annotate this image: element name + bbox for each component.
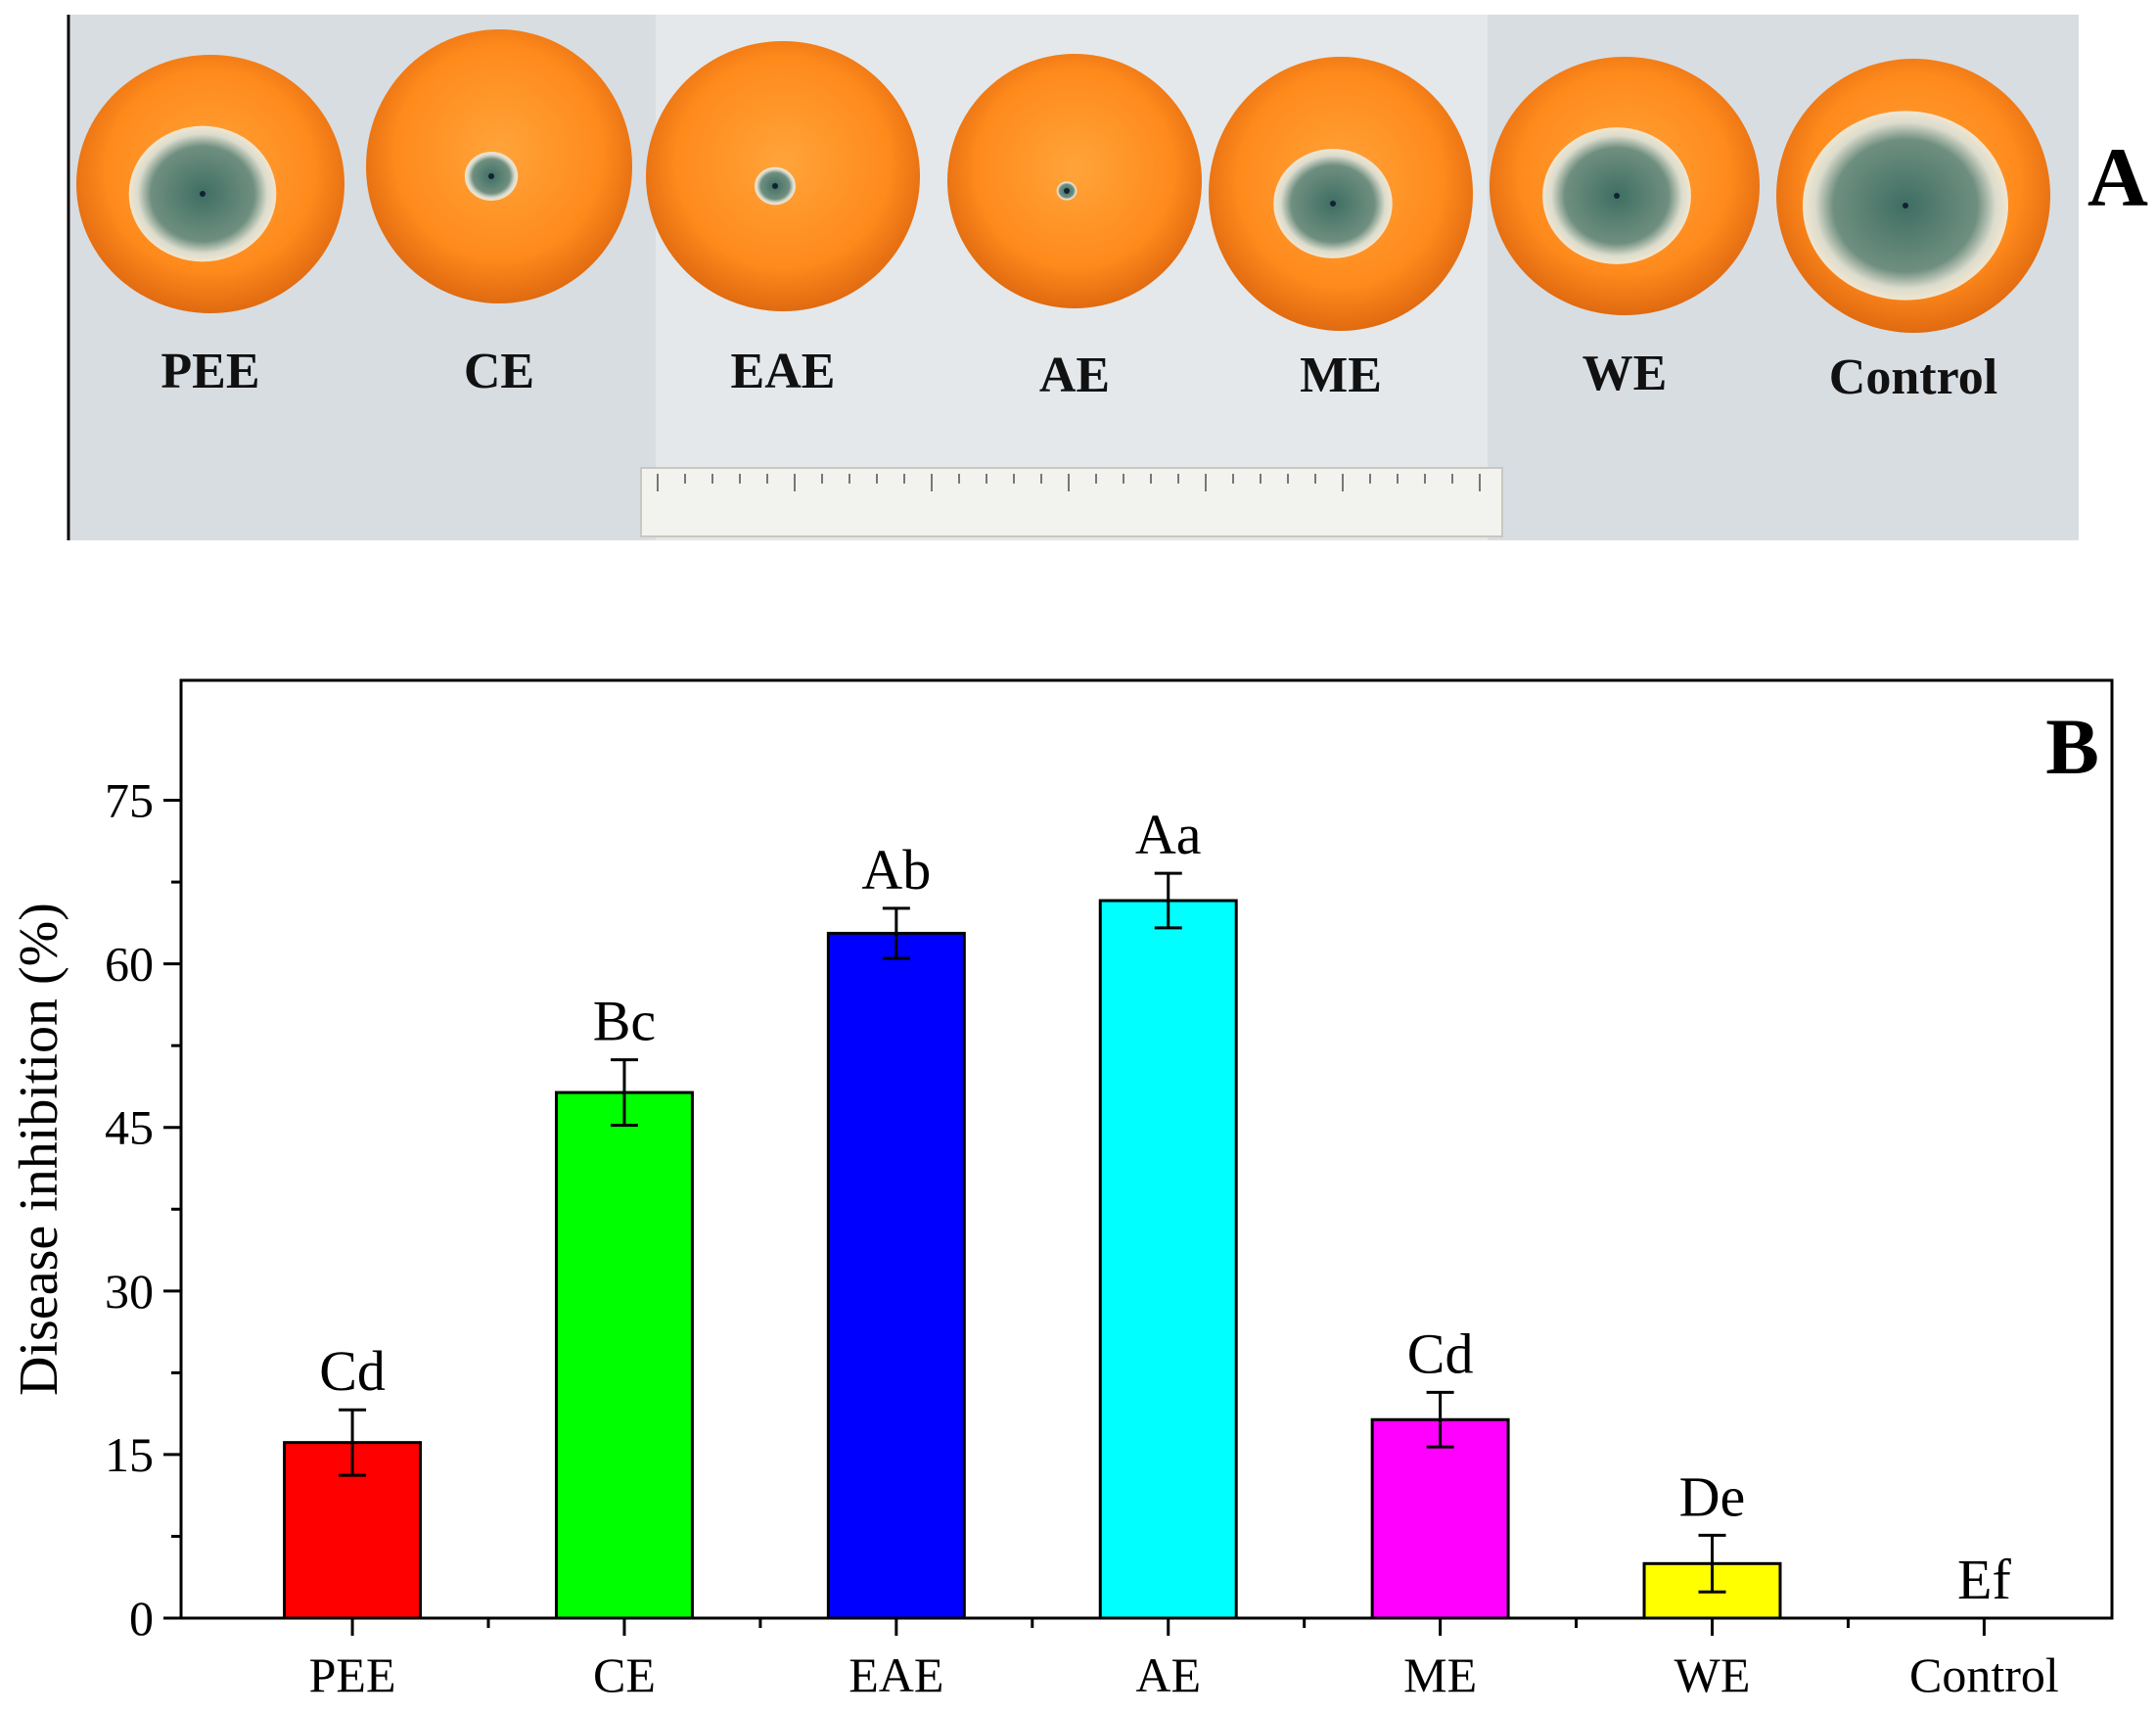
significance-label: Cd	[319, 1339, 386, 1403]
fruit-pee: PEE	[76, 55, 344, 399]
bars: Cd Bc Ab Aa Cd De Ef	[283, 803, 2011, 1620]
significance-label: Aa	[1135, 803, 1202, 866]
fruit-control: Control	[1776, 59, 2050, 405]
bar	[554, 1090, 694, 1620]
inoculation-point	[1903, 203, 1908, 209]
x-tick-label: ME	[1403, 1647, 1477, 1702]
x-tick-label: Control	[1909, 1647, 2059, 1702]
bar-group-ae: Aa	[1098, 803, 1238, 1620]
inoculation-point	[772, 183, 778, 189]
y-tick-label: 45	[105, 1100, 154, 1155]
inoculation-point	[1614, 193, 1620, 199]
fruit-we: WE	[1490, 57, 1760, 401]
fruit-label: WE	[1583, 346, 1668, 401]
y-tick-label: 60	[105, 937, 154, 992]
fruit-ce: CE	[366, 29, 632, 399]
y-tick-label: 75	[105, 773, 154, 828]
fruit-label: PEE	[161, 344, 259, 399]
fruit-eae: EAE	[646, 41, 920, 399]
y-tick-label: 30	[105, 1264, 154, 1319]
panel-a-label: A	[2087, 130, 2148, 224]
x-tick-label: EAE	[849, 1647, 943, 1702]
fruit-label: AE	[1039, 348, 1110, 403]
significance-label: Ef	[1957, 1548, 2011, 1611]
fruit-label: ME	[1300, 348, 1382, 403]
inoculation-point	[488, 173, 494, 179]
inoculation-point	[1330, 201, 1336, 207]
x-tick-label: AE	[1135, 1647, 1201, 1702]
y-tick-label: 0	[129, 1591, 154, 1646]
panel-b-label: B	[2045, 702, 2099, 791]
fruit-label: EAE	[731, 344, 836, 399]
panel-a-photo: PEE CE EAE AE ME WE Control A	[67, 15, 2148, 540]
fruit-label: CE	[464, 344, 534, 399]
bar	[1098, 899, 1238, 1620]
inoculation-point	[200, 191, 206, 197]
y-axis-label: Disease inhibition (%)	[9, 903, 69, 1396]
x-tick-label: PEE	[309, 1647, 396, 1702]
significance-label: Ab	[861, 838, 931, 902]
bar	[1370, 1417, 1510, 1620]
fruit-ae: AE	[947, 54, 1202, 403]
bar-group-we: De	[1642, 1464, 1782, 1620]
bar	[826, 931, 966, 1620]
bar-group-eae: Ab	[826, 838, 966, 1620]
y-tick-label: 15	[105, 1427, 154, 1482]
panel-b-chart: 0 15 30 45 60 75 PEE CE EAE AE ME WE Control Cd Bc Ab…	[9, 678, 2114, 1702]
bar-group-ce: Bc	[554, 990, 694, 1620]
y-axis: 0 15 30 45 60 75	[105, 773, 181, 1646]
significance-label: Cd	[1407, 1322, 1474, 1385]
bar-group-control: Ef	[1957, 1548, 2011, 1611]
x-tick-label: CE	[593, 1647, 656, 1702]
x-axis: PEE CE EAE AE ME WE Control	[309, 1618, 2059, 1702]
bar-group-me: Cd	[1370, 1322, 1510, 1620]
bar-group-pee: Cd	[283, 1339, 423, 1620]
fruit-label: Control	[1829, 349, 1997, 405]
significance-label: Bc	[593, 990, 656, 1053]
x-tick-label: WE	[1674, 1647, 1751, 1702]
fruit-me: ME	[1209, 57, 1473, 403]
inoculation-point	[1064, 188, 1070, 194]
ruler	[640, 467, 1503, 537]
orange-fruit	[947, 54, 1202, 308]
significance-label: De	[1679, 1464, 1746, 1528]
